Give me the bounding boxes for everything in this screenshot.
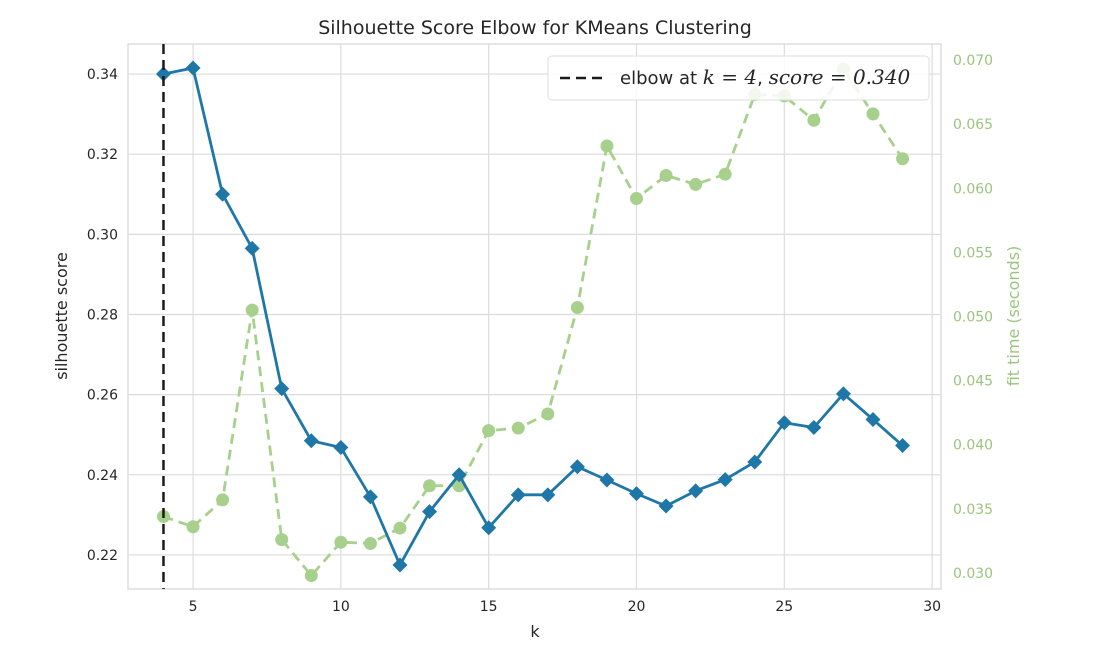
fit-time-point	[718, 167, 732, 181]
silhouette-score-line	[163, 66, 904, 567]
y-tick-label: 0.22	[87, 548, 118, 564]
silhouette-score-point	[392, 557, 408, 573]
fit-time-point	[659, 168, 673, 182]
fit-time-point	[511, 421, 525, 435]
y2-tick-label: 0.065	[953, 117, 993, 133]
x-tick-label: 25	[775, 599, 793, 615]
silhouette-score-point	[628, 486, 644, 502]
y2-tick-label: 0.040	[953, 438, 993, 454]
y-axis-label: silhouette score	[52, 252, 71, 380]
silhouette-score-point	[155, 66, 171, 82]
x-tick-label: 20	[628, 599, 646, 615]
fit-time-point	[570, 301, 584, 315]
fit-time-point	[334, 535, 348, 549]
x-tick-label: 30	[923, 599, 941, 615]
silhouette-score-point	[481, 520, 497, 536]
silhouette-score-point	[362, 489, 378, 505]
silhouette-score-point	[747, 454, 763, 470]
y-tick-label: 0.28	[87, 307, 118, 323]
x-tick-label: 10	[332, 599, 350, 615]
silhouette-score-point	[835, 386, 851, 402]
silhouette-score-point	[865, 411, 881, 427]
silhouette-score-point	[510, 487, 526, 503]
fit-time-point	[275, 533, 289, 547]
silhouette-score-point	[333, 440, 349, 456]
fit-time-point	[600, 139, 614, 153]
y-tick-label: 0.24	[87, 468, 118, 484]
x-tick-label: 15	[480, 599, 498, 615]
fit-time-point	[896, 152, 910, 166]
silhouette-score-point	[806, 420, 822, 436]
fit-time-point	[807, 113, 821, 127]
silhouette-score-point	[569, 459, 585, 475]
fit-time-point	[304, 569, 318, 583]
y2-tick-label: 0.055	[953, 245, 993, 261]
x-tick-label: 5	[189, 599, 198, 615]
x-axis-ticks: 5 10 15 20 25 30	[189, 599, 941, 615]
silhouette-score-point	[303, 433, 319, 449]
fit-time-point	[393, 521, 407, 535]
y-tick-label: 0.34	[87, 67, 118, 83]
silhouette-score-point	[895, 438, 911, 454]
fit-time-point	[423, 479, 437, 493]
fit-time-point	[363, 536, 377, 550]
silhouette-score-point	[422, 504, 438, 520]
y2-axis-label: fit time (seconds)	[1004, 246, 1023, 387]
plot-area	[127, 43, 942, 590]
silhouette-score-point	[451, 467, 467, 483]
y2-tick-label: 0.060	[953, 181, 993, 197]
legend-box	[547, 55, 930, 101]
fit-time-point	[186, 520, 200, 534]
y2-tick-label: 0.035	[953, 502, 993, 518]
legend: elbow at k = 4, score = 0.340	[547, 55, 930, 101]
chart-title: Silhouette Score Elbow for KMeans Cluste…	[318, 17, 752, 39]
y-tick-label: 0.30	[87, 227, 118, 243]
y-tick-label: 0.32	[87, 147, 118, 163]
fit-time-point	[689, 177, 703, 191]
silhouette-score-point	[215, 186, 231, 202]
silhouette-score-point	[540, 487, 556, 503]
fit-time-point	[629, 192, 643, 206]
fit-time-point	[245, 303, 259, 317]
fit-time-point	[216, 493, 230, 507]
silhouette-score-point	[274, 381, 290, 397]
grid	[128, 44, 941, 589]
silhouette-score-point	[599, 472, 615, 488]
fit-time-point	[866, 107, 880, 121]
silhouette-score-point	[244, 240, 260, 256]
silhouette-score-point	[717, 472, 733, 488]
silhouette-score-series	[155, 60, 911, 573]
y2-tick-label: 0.030	[953, 566, 993, 582]
y-axis-ticks: 0.22 0.24 0.26 0.28 0.30 0.32 0.34	[87, 67, 118, 564]
legend-elbow-label: elbow at k = 4, score = 0.340	[620, 65, 910, 89]
silhouette-score-point	[688, 483, 704, 499]
y2-tick-label: 0.070	[953, 53, 993, 69]
fit-time-point	[541, 407, 555, 421]
silhouette-score-point	[185, 60, 201, 76]
y2-tick-label: 0.045	[953, 374, 993, 390]
silhouette-score-point	[776, 415, 792, 431]
fit-time-point	[482, 424, 496, 438]
x-axis-label: k	[530, 622, 540, 641]
y2-axis-ticks: 0.030 0.035 0.040 0.045 0.050 0.055 0.060 0.065…	[953, 53, 993, 582]
silhouette-score-point	[658, 498, 674, 514]
y2-tick-label: 0.050	[953, 310, 993, 326]
y-tick-label: 0.26	[87, 388, 118, 404]
